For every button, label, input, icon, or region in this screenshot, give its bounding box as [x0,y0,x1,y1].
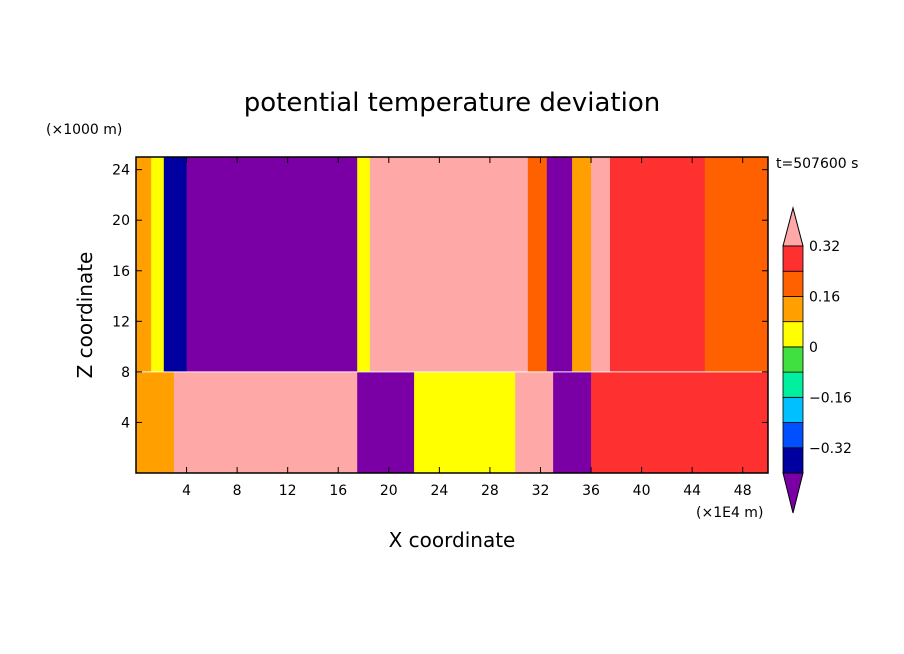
lower-layer-region [173,371,358,473]
colorbar-tick-label: 0.16 [809,289,840,305]
contour-field [136,157,768,473]
x-axis-label: X coordinate [389,528,516,552]
chart-title: potential temperature deviation [244,88,660,118]
y-tick-label: 16 [112,264,130,280]
x-tick-label: 28 [481,483,499,499]
colorbar-bin [782,245,804,272]
upper-layer-region [186,157,358,372]
x-tick-label: 24 [430,483,448,499]
colorbar: 0.32 0.16 0 −0.16 −0.32 [782,206,852,514]
x-tick-label: 20 [380,483,398,499]
colorbar-bin [782,447,804,474]
upper-layer-region [704,157,768,372]
upper-layer-region [163,157,188,372]
upper-layer-region [527,157,548,372]
upper-layer-region [369,157,529,372]
lower-layer-region [357,371,415,473]
lower-layer-region [515,371,554,473]
x-tick-label: 44 [683,483,701,499]
lower-layer-region [553,371,592,473]
x-tick-label: 40 [633,483,651,499]
upper-layer-region [136,157,152,372]
colorbar-extend-max [782,206,804,247]
colorbar-bin [782,270,804,297]
y-axis-label: Z coordinate [73,252,97,379]
colorbar-bin [782,422,804,449]
colorbar-extend-min [782,472,804,514]
upper-layer-region [610,157,706,372]
upper-layer-region [151,157,165,372]
upper-layer-region [572,157,592,372]
colorbar-tick-label: 0 [809,340,818,356]
colorbar-bin [782,296,804,323]
colorbar-tick-label: 0.32 [809,239,840,255]
x-tick-label: 16 [329,483,347,499]
lower-layer-region [591,371,768,473]
x-tick-label: 8 [233,483,242,499]
colorbar-bin [782,321,804,348]
upper-layer-region [546,157,573,372]
x-tick-label: 4 [182,483,191,499]
plot-frame [135,156,769,474]
x-tick-label: 36 [582,483,600,499]
x-tick-label: 12 [279,483,297,499]
colorbar-tick-label: −0.32 [809,441,852,457]
lower-layer-region [136,371,175,473]
y-tick-label: 20 [112,213,130,229]
y-tick-label: 8 [121,365,130,381]
x-unit-label: (×1E4 m) [696,505,763,521]
y-axis-ticks: 4 8 12 16 20 24 [112,163,768,431]
y-tick-label: 4 [121,415,130,431]
upper-layer-region [591,157,611,372]
colorbar-bin [782,371,804,398]
colorbar-tick-label: −0.16 [809,390,852,406]
colorbar-bin [782,346,804,373]
y-unit-label: (×1000 m) [46,122,122,138]
colorbar-bin [782,396,804,423]
x-tick-label: 48 [734,483,752,499]
y-tick-label: 12 [112,314,130,330]
lower-layer-region [414,371,516,473]
x-tick-label: 32 [532,483,550,499]
x-axis-ticks: 4 8 12 16 20 24 28 32 36 40 44 48 [182,157,752,499]
time-label: t=507600 s [776,156,858,172]
upper-layer-region [357,157,371,372]
y-tick-label: 24 [112,163,130,179]
